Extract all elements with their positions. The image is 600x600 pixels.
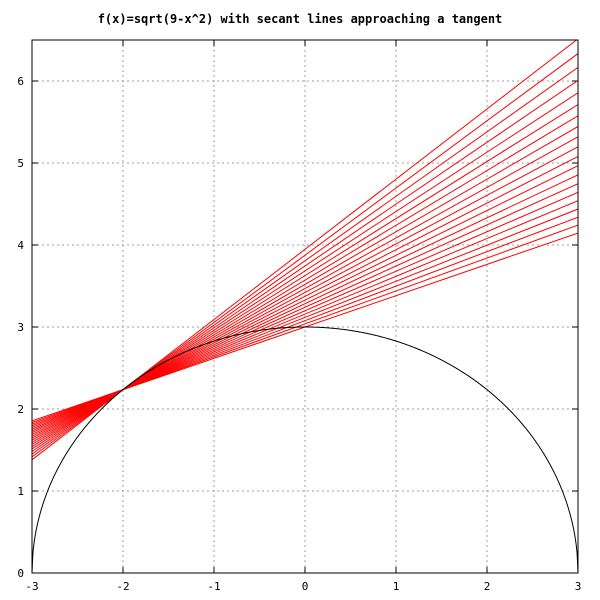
- x-tick-label: -3: [25, 580, 38, 593]
- y-tick-label: 4: [17, 239, 24, 252]
- y-tick-label: 3: [17, 321, 24, 334]
- y-tick-label: 5: [17, 157, 24, 170]
- x-tick-label: 0: [302, 580, 309, 593]
- chart-title: f(x)=sqrt(9-x^2) with secant lines appro…: [98, 12, 503, 26]
- function-curve: [32, 326, 578, 573]
- y-tick-label: 6: [17, 75, 24, 88]
- x-tick-label: -2: [116, 580, 129, 593]
- grid: [32, 40, 578, 573]
- function-curve-group: [32, 326, 578, 573]
- y-tick-label: 1: [17, 485, 24, 498]
- x-tick-label: 2: [484, 580, 491, 593]
- x-axis: -3 -2 -1 0 1 2 3: [25, 40, 581, 593]
- y-tick-label: 2: [17, 403, 24, 416]
- x-tick-label: -1: [207, 580, 220, 593]
- x-tick-label: 1: [393, 580, 400, 593]
- plot-frame: [31, 39, 579, 574]
- x-tick-label: 3: [575, 580, 582, 593]
- y-axis: 0 1 2 3 4 5 6: [17, 75, 578, 580]
- y-tick-label: 0: [17, 567, 24, 580]
